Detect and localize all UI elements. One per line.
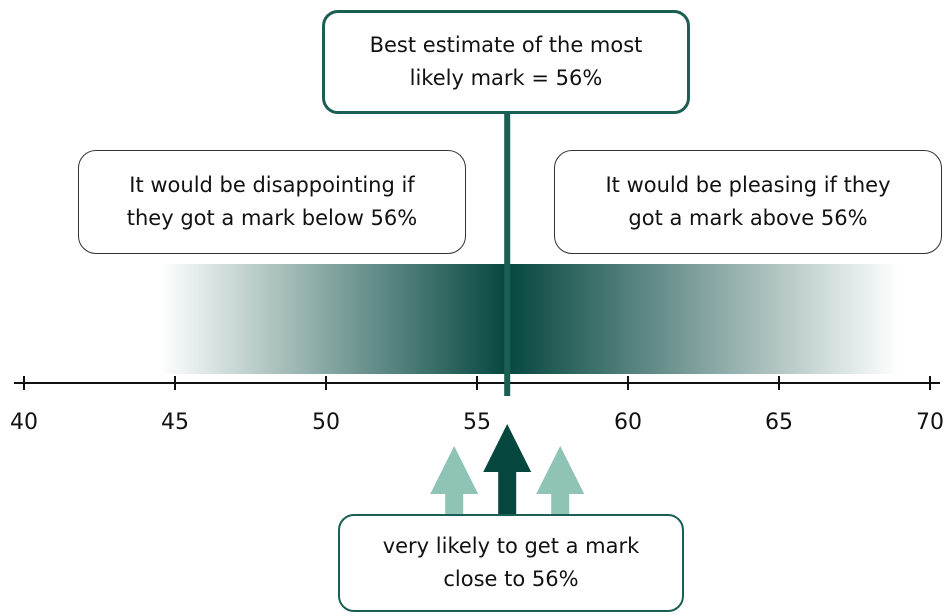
disappointing-text: It would be disappointing if they got a … <box>126 173 418 230</box>
very-likely-text: very likely to get a mark close to 56% <box>382 534 640 591</box>
axis-tick-label: 70 <box>916 410 944 435</box>
light-arrow-right-icon <box>536 446 585 514</box>
axis-tick-label: 55 <box>463 410 491 435</box>
disappointing-callout: It would be disappointing if they got a … <box>78 150 466 254</box>
axis-tick-label: 65 <box>765 410 793 435</box>
very-likely-callout: very likely to get a mark close to 56% <box>338 514 684 612</box>
best-estimate-text: Best estimate of the most likely mark = … <box>369 33 643 90</box>
axis-tick-label: 60 <box>614 410 642 435</box>
dark-arrow-up-icon <box>483 424 532 514</box>
axis-tick-label: 50 <box>312 410 340 435</box>
light-arrow-left-icon <box>430 446 479 514</box>
pleasing-text: It would be pleasing if they got a mark … <box>605 173 891 230</box>
likelihood-gradient-band <box>159 264 900 374</box>
axis-tick-label: 40 <box>10 410 38 435</box>
best-estimate-callout: Best estimate of the most likely mark = … <box>322 10 690 114</box>
axis-tick-label: 45 <box>161 410 189 435</box>
pleasing-callout: It would be pleasing if they got a mark … <box>554 150 942 254</box>
